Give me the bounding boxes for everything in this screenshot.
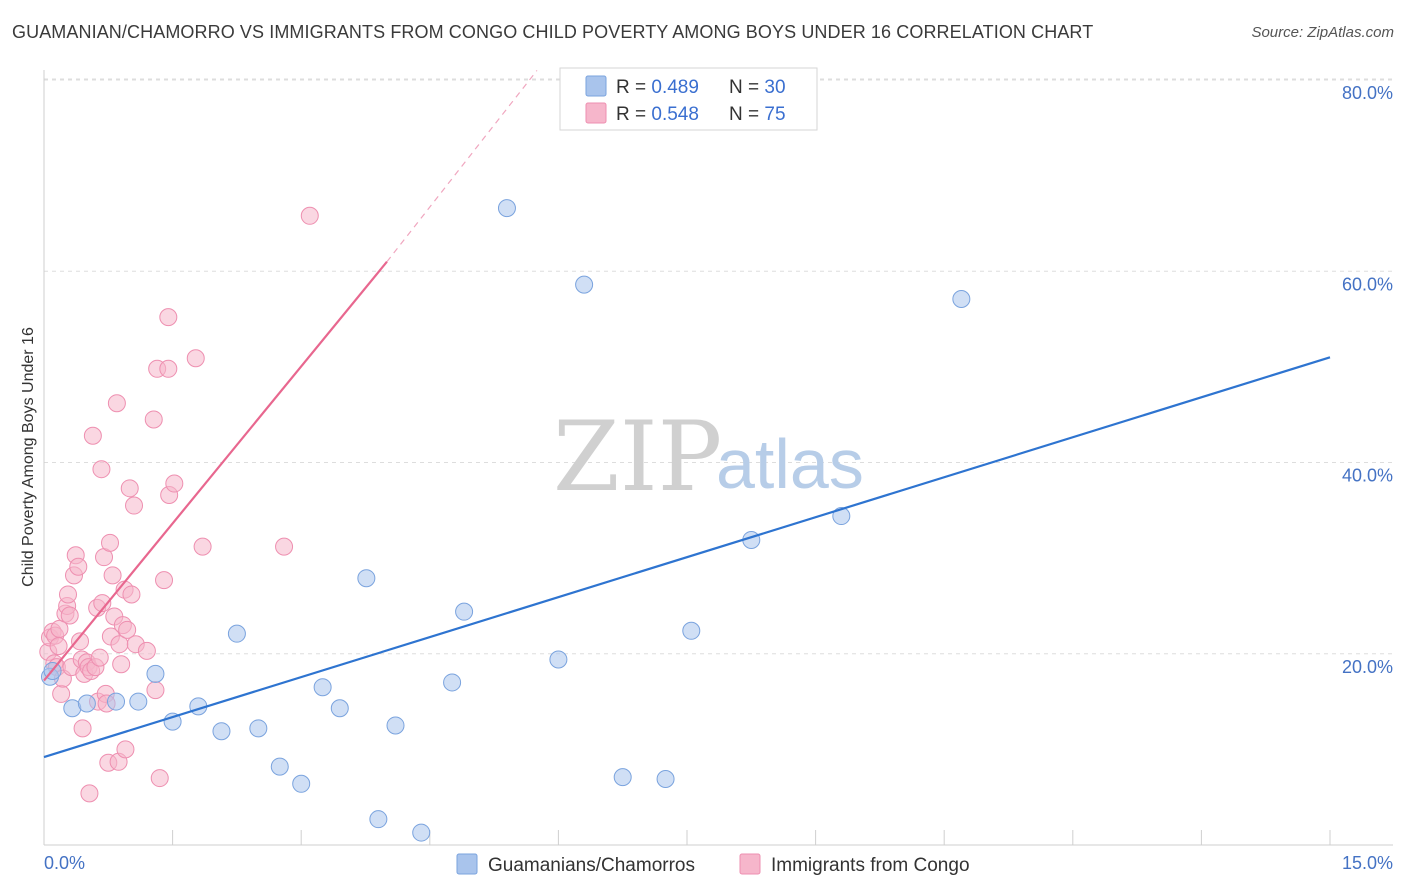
legend-n-value-congo: 75 xyxy=(764,104,785,125)
congo-point xyxy=(59,585,78,604)
congo-point xyxy=(50,619,69,638)
correlation-legend: R = 0.489 N = 30 R = 0.548 N = 75 xyxy=(559,67,818,131)
guamanian-trend-line xyxy=(43,356,1331,759)
congo-point xyxy=(193,537,212,556)
guamanian-point xyxy=(77,694,96,713)
bottom-legend-swatch-guamanian xyxy=(456,853,478,875)
congo-point xyxy=(120,479,139,498)
congo-point xyxy=(186,349,205,368)
watermark-zip: ZIP xyxy=(553,401,722,513)
congo-point xyxy=(52,684,71,703)
watermark-atlas: atlas xyxy=(716,425,864,503)
guamanian-point xyxy=(549,650,568,669)
guamanian-point xyxy=(146,664,165,683)
congo-point xyxy=(60,606,79,625)
guamanian-point xyxy=(497,199,516,218)
congo-point xyxy=(300,206,319,225)
legend-n-label-congo: N = xyxy=(729,104,764,125)
congo-point xyxy=(144,410,163,429)
guamanian-point xyxy=(613,768,632,787)
y-tick-label-60: 60.0% xyxy=(1342,274,1393,294)
watermark: ZIP atlas xyxy=(553,401,864,513)
legend-r-label-congo: R = xyxy=(616,104,651,125)
congo-point xyxy=(90,648,109,667)
guamanian-point xyxy=(212,722,231,741)
x-tick-label-max: 15.0% xyxy=(1342,853,1393,873)
guamanian-point xyxy=(357,569,376,588)
congo-point xyxy=(73,719,92,738)
legend-row-congo: R = 0.548 N = 75 xyxy=(616,104,786,125)
y-tick-label-20: 20.0% xyxy=(1342,657,1393,677)
chart-title: GUAMANIAN/CHAMORRO VS IMMIGRANTS FROM CO… xyxy=(12,22,1094,42)
congo-point xyxy=(83,426,102,445)
legend-r-value-guamanian: 0.489 xyxy=(651,77,699,98)
legend-swatch-congo xyxy=(585,102,607,124)
congo-point xyxy=(116,740,135,759)
congo-point xyxy=(159,308,178,327)
source-credit: Source: ZipAtlas.com xyxy=(1251,24,1394,41)
guamanian-point xyxy=(129,692,148,711)
guamanian-point xyxy=(292,774,311,793)
legend-n-label-guamanian: N = xyxy=(729,77,764,98)
bottom-legend-label-guamanian: Guamanians/Chamorros xyxy=(488,855,695,876)
legend-r-label-guamanian: R = xyxy=(616,77,651,98)
congo-point xyxy=(69,557,88,576)
congo-point xyxy=(118,620,137,639)
congo-point xyxy=(137,641,156,660)
congo-trend-extension xyxy=(386,70,538,263)
congo-point xyxy=(159,359,178,378)
guamanian-point xyxy=(952,289,971,308)
congo-point xyxy=(150,769,169,788)
congo-point xyxy=(155,571,174,590)
guamanian-point xyxy=(107,692,126,711)
congo-point xyxy=(165,474,184,493)
trend-lines xyxy=(43,70,1331,759)
congo-point xyxy=(275,537,294,556)
guamanian-point xyxy=(575,275,594,294)
legend-swatch-guamanian xyxy=(585,75,607,97)
guamanian-point xyxy=(249,719,268,738)
legend-row-guamanian: R = 0.489 N = 30 xyxy=(616,77,786,98)
y-tick-label-80: 80.0% xyxy=(1342,83,1393,103)
congo-point xyxy=(101,533,120,552)
guamanian-point xyxy=(443,673,462,692)
congo-point xyxy=(49,637,68,656)
legend-r-value-congo: 0.548 xyxy=(651,104,699,125)
guamanian-point xyxy=(682,621,701,640)
guamanian-point xyxy=(330,699,349,718)
guamanian-point xyxy=(455,602,474,621)
guamanian-point xyxy=(313,678,332,697)
congo-point xyxy=(92,460,111,479)
y-tick-label-40: 40.0% xyxy=(1342,466,1393,486)
congo-point xyxy=(103,566,122,585)
guamanian-point xyxy=(832,507,851,526)
y-axis-title: Child Poverty Among Boys Under 16 xyxy=(20,327,37,587)
gridlines xyxy=(44,78,1393,655)
guamanian-point xyxy=(227,624,246,643)
congo-trend-line xyxy=(43,260,388,682)
congo-points xyxy=(39,206,319,803)
congo-point xyxy=(107,394,126,413)
guamanian-point xyxy=(386,716,405,735)
legend-n-value-guamanian: 30 xyxy=(764,77,785,98)
x-axis-ticks xyxy=(172,830,1331,845)
x-tick-label-min: 0.0% xyxy=(44,853,85,873)
guamanian-point xyxy=(270,757,289,776)
bottom-legend-label-congo: Immigrants from Congo xyxy=(771,855,970,876)
guamanian-point xyxy=(369,810,388,829)
congo-point xyxy=(125,496,144,515)
congo-point xyxy=(93,594,112,613)
congo-point xyxy=(122,585,141,604)
congo-point xyxy=(80,784,99,803)
guamanian-point xyxy=(412,823,431,842)
guamanian-points xyxy=(41,199,971,842)
congo-point xyxy=(146,681,165,700)
congo-point xyxy=(71,632,90,651)
bottom-legend-swatch-congo xyxy=(739,853,761,875)
y-tick-labels: 20.0% 40.0% 60.0% 80.0% xyxy=(1342,83,1393,677)
congo-point xyxy=(112,655,131,674)
series-legend: Guamanians/Chamorros Immigrants from Con… xyxy=(456,853,970,876)
guamanian-point xyxy=(656,770,675,789)
